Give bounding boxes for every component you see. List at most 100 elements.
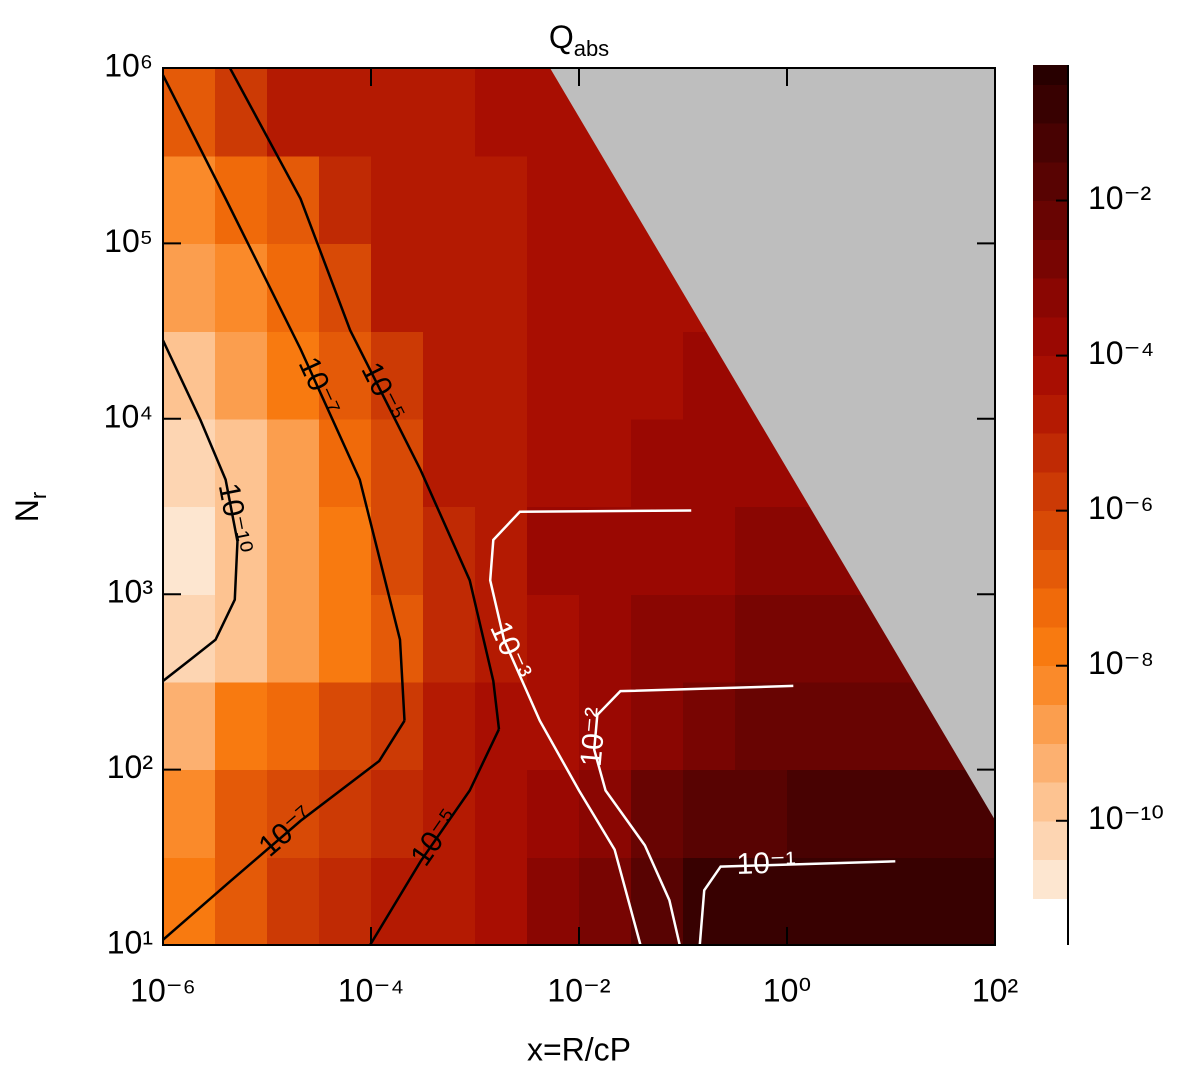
field-cell [787, 857, 840, 946]
contour-label: 10⁻² [575, 706, 613, 768]
x-tick-label: 10⁻² [547, 972, 610, 1008]
field-cell [579, 857, 632, 946]
field-cell [267, 331, 320, 420]
colorbar-band [1033, 859, 1068, 899]
field-cell [318, 331, 372, 420]
field-cell [734, 506, 788, 595]
contour-line [228, 67, 501, 730]
y-axis-label: Nr [9, 492, 50, 522]
field-cell [371, 68, 424, 157]
y-label-text: N [9, 499, 45, 522]
field-cell [579, 681, 632, 771]
y-tick-label: 10⁶ [104, 47, 153, 83]
colorbar-band [1033, 239, 1068, 279]
contour-line [488, 509, 692, 946]
no-data-region [550, 68, 995, 820]
field-cell [838, 857, 892, 946]
field-cell [579, 331, 632, 420]
field-cell [630, 594, 684, 683]
colorbar-band [1033, 123, 1068, 163]
field-cell [475, 418, 528, 508]
field-cell [267, 68, 320, 157]
contour-line [698, 860, 896, 946]
field-cell [267, 594, 320, 683]
field-cell [371, 418, 424, 508]
colorbar-band [1033, 588, 1068, 628]
field-cell [371, 594, 424, 683]
colorbar-band [1033, 84, 1068, 124]
field-cell [526, 331, 580, 420]
field-cell [163, 594, 216, 683]
colorbar-band [1033, 626, 1068, 667]
title-subscript: abs [574, 36, 609, 61]
colorbar-band [1033, 161, 1068, 202]
y-tick-label: 10² [107, 749, 154, 785]
colorbar-band [1033, 355, 1068, 395]
field-cell [734, 857, 788, 946]
colorbar-band [1033, 471, 1068, 512]
contour-line [592, 684, 794, 946]
x-tick-label: 10⁻⁴ [338, 972, 404, 1008]
colorbar-band [1033, 743, 1068, 783]
y-tick-label: 10⁵ [104, 223, 153, 259]
field-cell [267, 857, 320, 946]
field-cell [579, 506, 632, 595]
field-cell [891, 769, 944, 858]
colorbar-band [1033, 510, 1068, 550]
y-label-subscript: r [26, 492, 51, 499]
field-cell [526, 681, 580, 771]
field-cell [526, 594, 580, 683]
axes: 10⁻⁶ 10⁻⁴ 10⁻² 10⁰ 10² 10¹ 10² 10³ 10⁴ 10⁵ 10⁶ [104, 47, 1019, 1008]
field-cell [475, 155, 528, 244]
field-cell [891, 857, 944, 946]
colorbar-tick-label: 10⁻² [1088, 180, 1151, 216]
field-cell [630, 331, 684, 420]
field-cell [579, 243, 632, 332]
field-cell [214, 418, 268, 508]
field-cell [214, 594, 268, 683]
field-cell [214, 243, 268, 332]
field-cell [371, 506, 424, 595]
colorbar-band [1033, 820, 1068, 861]
field-cell [630, 769, 684, 858]
field-cell [371, 769, 424, 858]
colorbar-band [1033, 704, 1068, 744]
field-cell [371, 243, 424, 332]
colorbar-tick-label: 10⁻⁸ [1088, 645, 1154, 681]
field-cell [838, 681, 892, 771]
field-cell [475, 681, 528, 771]
field-cell [526, 857, 580, 946]
field-cell [318, 681, 372, 771]
field-cell [422, 594, 476, 683]
colorbar-tick-label: 10⁻¹⁰ [1088, 800, 1164, 836]
x-tick-label: 10⁻⁶ [130, 972, 196, 1008]
field-cell [318, 506, 372, 595]
field-cell [683, 506, 736, 595]
field-cell [683, 594, 736, 683]
colorbar-band [1033, 665, 1068, 706]
field-cell [371, 681, 424, 771]
field-cell [163, 681, 216, 771]
field-cell [475, 506, 528, 595]
field-cell [475, 68, 528, 157]
contour-line [161, 74, 406, 721]
colorbar-band [1033, 65, 1068, 85]
field-cell [787, 594, 840, 683]
contour-line [161, 339, 239, 682]
colorbar-band [1033, 549, 1068, 589]
y-tick-label: 10¹ [107, 924, 153, 960]
colorbar-band [1033, 316, 1068, 357]
field-cell [526, 243, 580, 332]
field-cell [214, 331, 268, 420]
contour-line [162, 720, 406, 941]
x-axis-label: x=R/cP [527, 1031, 631, 1067]
field-cell [787, 681, 840, 771]
field-cell [318, 68, 372, 157]
field-cell [838, 769, 892, 858]
field-cell [475, 331, 528, 420]
field-cell [579, 418, 632, 508]
contour-line [369, 728, 501, 946]
field-cell [734, 594, 788, 683]
field-cell [163, 243, 216, 332]
field-cell [422, 68, 476, 157]
